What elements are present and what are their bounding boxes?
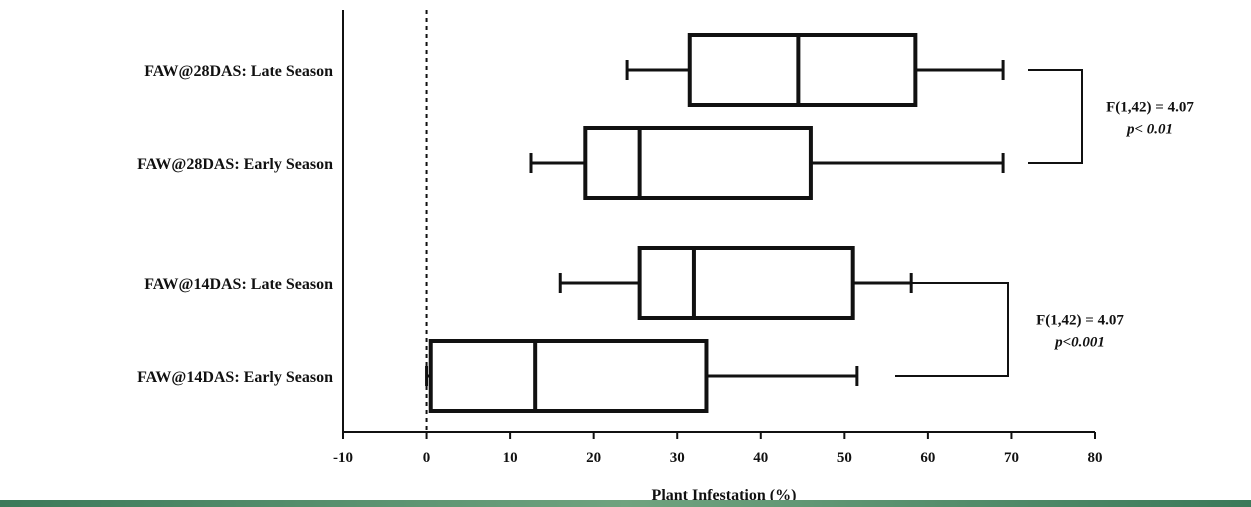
category-label: FAW@14DAS: Late Season bbox=[144, 276, 333, 293]
box-group bbox=[625, 33, 1005, 107]
box bbox=[637, 246, 855, 320]
x-tick-label: 50 bbox=[837, 450, 852, 466]
p-value-label: p< 0.01 bbox=[1125, 122, 1173, 138]
p-value-label: p<0.001 bbox=[1053, 335, 1105, 351]
significance-annotation: F(1,42) = 4.07 p< 0.01 bbox=[1028, 69, 1194, 164]
x-tick-label: 40 bbox=[753, 450, 768, 466]
x-tick-label: 60 bbox=[920, 450, 935, 466]
box bbox=[687, 33, 918, 107]
f-statistic-label: F(1,42) = 4.07 bbox=[1106, 100, 1194, 116]
x-tick-label: 0 bbox=[423, 450, 431, 466]
category-label: FAW@28DAS: Early Season bbox=[137, 156, 333, 173]
significance-bracket bbox=[1028, 69, 1083, 164]
significance-bracket bbox=[895, 282, 1009, 377]
bottom-border-strip bbox=[0, 500, 1251, 507]
box bbox=[583, 126, 813, 200]
box-group bbox=[558, 246, 913, 320]
x-tick-label: 80 bbox=[1088, 450, 1103, 466]
significance-annotation: F(1,42) = 4.07 p<0.001 bbox=[895, 282, 1124, 377]
x-tick-label: 20 bbox=[586, 450, 601, 466]
x-tick-label: 70 bbox=[1004, 450, 1019, 466]
box-group bbox=[529, 126, 1005, 200]
x-axis-title: Plant Infestation (%) bbox=[652, 487, 797, 504]
f-statistic-label: F(1,42) = 4.07 bbox=[1036, 313, 1124, 329]
category-label: FAW@14DAS: Early Season bbox=[137, 369, 333, 386]
box-group bbox=[425, 339, 859, 413]
box bbox=[428, 339, 709, 413]
x-tick-label: -10 bbox=[333, 450, 353, 466]
x-axis-ticks: -10 0 10 20 30 40 50 60 70 80 bbox=[333, 432, 1103, 466]
x-tick-label: 30 bbox=[670, 450, 685, 466]
category-label: FAW@28DAS: Late Season bbox=[144, 63, 333, 80]
x-tick-label: 10 bbox=[503, 450, 518, 466]
